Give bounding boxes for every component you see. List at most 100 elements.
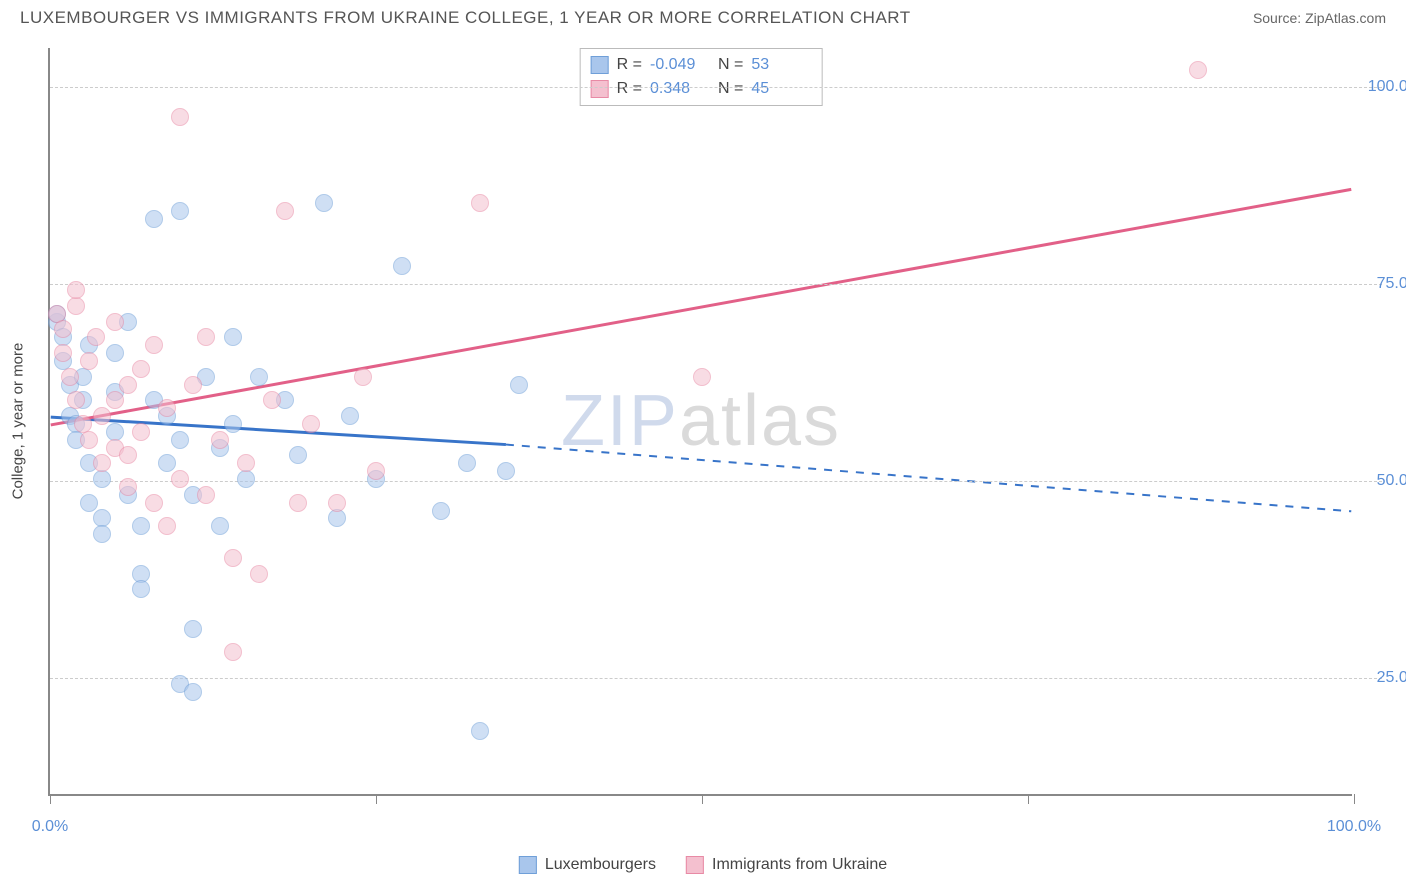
legend-swatch [519,856,537,874]
regression-lines-layer [50,48,1352,794]
data-point [87,328,105,346]
legend-swatch [591,56,609,74]
x-tick-label: 0.0% [32,818,68,836]
gridline [50,284,1382,285]
data-point [171,202,189,220]
data-point [237,454,255,472]
x-tick [376,794,377,804]
data-point [328,509,346,527]
data-point [158,454,176,472]
data-point [158,399,176,417]
chart-title: LUXEMBOURGER VS IMMIGRANTS FROM UKRAINE … [20,8,911,28]
data-point [93,454,111,472]
data-point [341,407,359,425]
y-tick-label: 25.0% [1377,669,1406,687]
data-point [393,257,411,275]
source-attribution: Source: ZipAtlas.com [1253,10,1386,26]
correlation-stats-legend: R = -0.049 N = 53R = 0.348 N = 45 [580,48,823,106]
n-value: 45 [751,77,811,101]
data-point [171,470,189,488]
data-point [171,108,189,126]
data-point [119,478,137,496]
data-point [510,376,528,394]
data-point [54,344,72,362]
data-point [224,328,242,346]
data-point [197,486,215,504]
data-point [171,431,189,449]
r-value: 0.348 [650,77,710,101]
data-point [328,494,346,512]
data-point [224,549,242,567]
stats-legend-row: R = -0.049 N = 53 [591,53,812,77]
data-point [80,494,98,512]
data-point [184,683,202,701]
data-point [224,415,242,433]
x-tick [1354,794,1355,804]
data-point [132,360,150,378]
data-point [432,502,450,520]
gridline [50,678,1382,679]
r-label: R = [617,77,642,101]
data-point [145,336,163,354]
data-point [145,210,163,228]
regression-line-extrapolated [506,445,1351,512]
data-point [93,525,111,543]
y-tick-label: 100.0% [1368,78,1406,96]
legend-item: Luxembourgers [519,856,656,874]
data-point [315,194,333,212]
x-tick [1028,794,1029,804]
data-point [106,313,124,331]
data-point [54,320,72,338]
data-point [93,470,111,488]
n-label: N = [718,53,743,77]
data-point [67,297,85,315]
data-point [263,391,281,409]
data-point [61,368,79,386]
data-point [158,517,176,535]
data-point [67,391,85,409]
regression-line [51,189,1352,425]
data-point [119,446,137,464]
data-point [1189,61,1207,79]
data-point [289,494,307,512]
data-point [250,368,268,386]
data-point [250,565,268,583]
data-point [67,281,85,299]
data-point [354,368,372,386]
data-point [497,462,515,480]
data-point [184,620,202,638]
data-point [80,431,98,449]
data-point [289,446,307,464]
stats-legend-row: R =0.348N =45 [591,77,812,101]
data-point [276,202,294,220]
legend-label: Immigrants from Ukraine [712,856,887,874]
y-tick-label: 75.0% [1377,275,1406,293]
legend-swatch [591,80,609,98]
x-tick [50,794,51,804]
n-value: 53 [751,53,811,77]
data-point [693,368,711,386]
data-point [145,494,163,512]
data-point [132,580,150,598]
y-tick-label: 50.0% [1377,472,1406,490]
data-point [302,415,320,433]
data-point [471,722,489,740]
data-point [211,431,229,449]
data-point [471,194,489,212]
data-point [119,376,137,394]
data-point [132,423,150,441]
legend-label: Luxembourgers [545,856,656,874]
data-point [224,643,242,661]
data-point [184,376,202,394]
data-point [106,391,124,409]
data-point [106,344,124,362]
r-value: -0.049 [650,53,710,77]
r-label: R = [617,53,642,77]
data-point [211,517,229,535]
data-point [237,470,255,488]
data-point [80,352,98,370]
data-point [132,517,150,535]
x-tick-label: 100.0% [1327,818,1381,836]
data-point [367,462,385,480]
gridline [50,87,1382,88]
